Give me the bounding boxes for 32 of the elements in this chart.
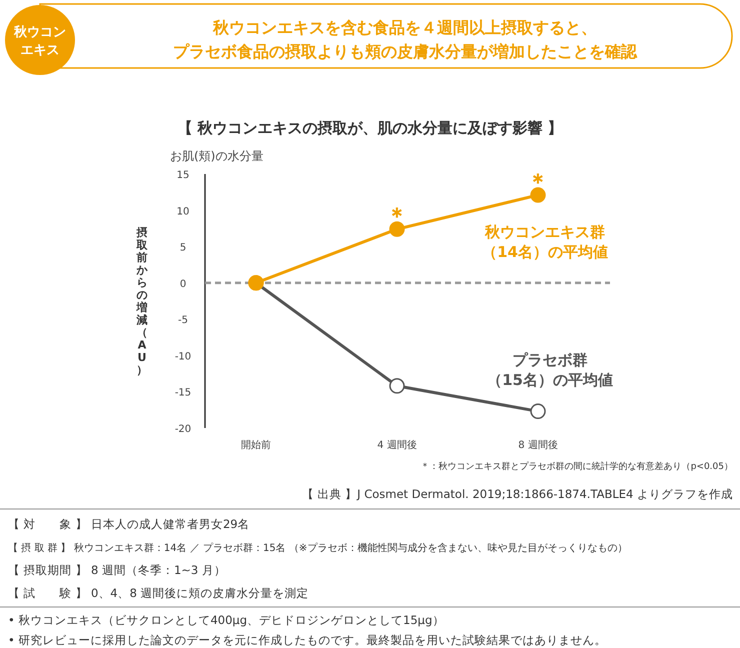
text: 秋ウコンエキス: [13, 25, 66, 58]
y-tick-label: -20: [174, 424, 192, 435]
y-tick-label: -10: [174, 351, 192, 362]
annotation: ＊: [386, 204, 408, 230]
text: • 秋ウコンエキス（ビサクロンとして400μg、デヒドロジンゲロンとして15μg）: [8, 613, 444, 627]
y-tick-label: 10: [176, 206, 190, 218]
text: お肌(頬)の水分量: [170, 149, 264, 163]
y-tick-label: 0: [180, 278, 186, 290]
y-tick-label: 5: [180, 242, 186, 254]
text: 秋ウコンエキスを含む食品を４週間以上摂取すると、プラセボ食品の摂取よりも頬の皮膚水分量が増加したことを確認: [173, 18, 638, 61]
chart-title: 【 秋ウコンエキスの摂取が、肌の水分量に及ぼす影響 】: [177, 119, 563, 137]
point: [389, 378, 405, 394]
series-label: 秋ウコンエキス群（14名）の平均値: [482, 223, 608, 261]
text: 【 摂 取 群 】 秋ウコンエキス群：14名 ／ プラセボ群：15名 （※プラセボ：機能性関与成分を含まない、味や見た目がそっくりなもの）: [8, 542, 628, 554]
text: • 研究レビューに採用した論文のデータを元に作成したものです。最終製品を用いた試験結果ではありません。: [8, 633, 606, 647]
annotation: ＊: [527, 170, 549, 196]
point: [389, 221, 405, 237]
point: [530, 404, 546, 420]
x-tick-label: 開始前: [241, 439, 271, 451]
text: 【 摂取期間 】 8 週間（冬季：1~3 月）: [8, 563, 226, 577]
x-tick-label: 4 週間後: [377, 439, 417, 451]
text: 【 対 象 】 日本人の成人健常者男女29名: [8, 517, 250, 531]
y-tick-label: -15: [174, 388, 192, 399]
x-tick-label: 8 週間後: [518, 439, 558, 451]
series-label: プラセボ群（15名）の平均値: [487, 351, 613, 389]
point: [530, 187, 546, 203]
text: 【 出典 】J Cosmet Dermatol. 2019;18:1866-1874.TABLE4 よりグラフを作成: [302, 487, 733, 501]
text: 【 試 験 】 0、4、8 週間後に頬の皮膚水分量を測定: [8, 586, 309, 600]
text: ＊：秋ウコンエキス群とプラセボ群の間に統計学的な有意差あり（p<0.05）: [420, 461, 733, 472]
text: 摂取前からの増減（AU）: [136, 226, 148, 376]
y-tick-label: -5: [178, 315, 188, 326]
y-tick-label: 15: [176, 170, 190, 181]
